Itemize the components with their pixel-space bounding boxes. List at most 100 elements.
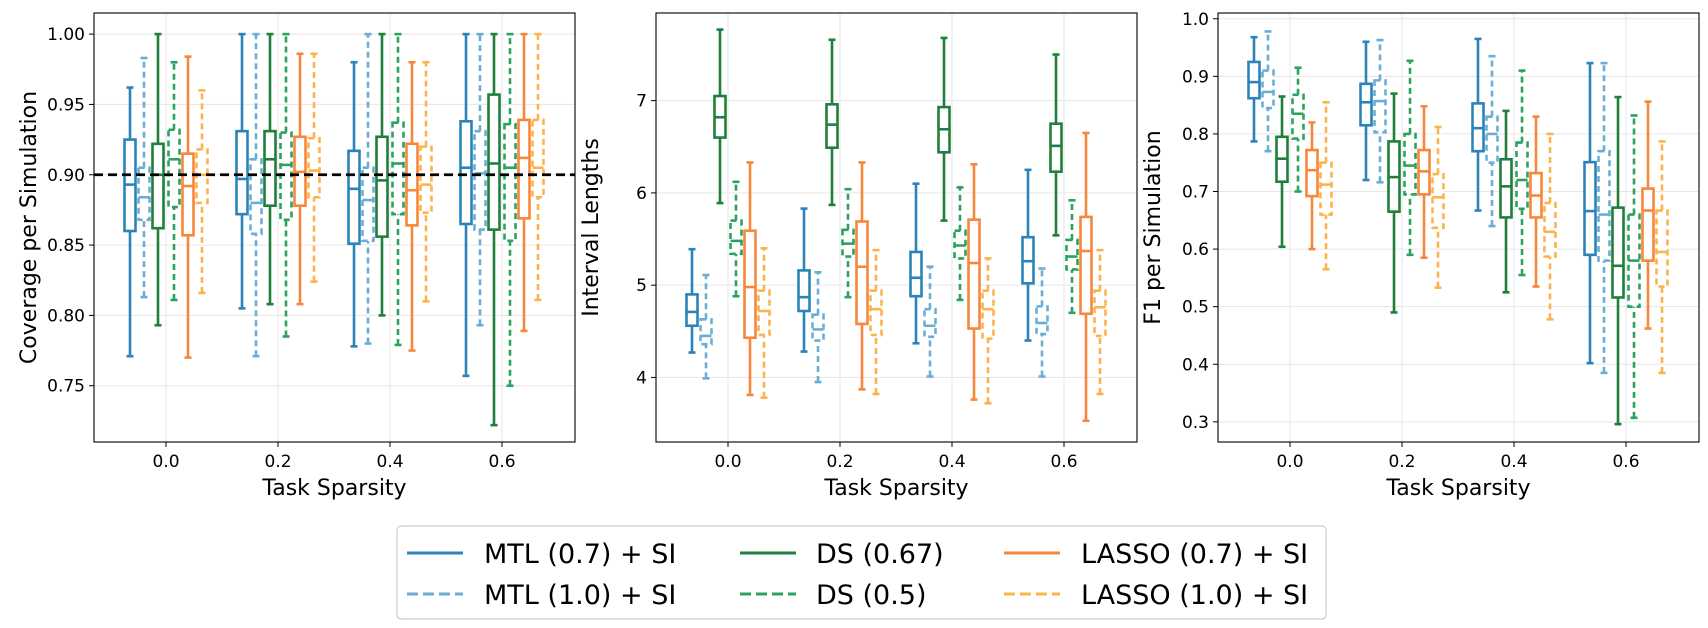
iqr-box <box>855 220 869 326</box>
iqr-box <box>531 118 545 199</box>
iqr-box <box>405 142 419 227</box>
box-lasso10-0-0 <box>1319 100 1333 271</box>
box-lasso07-0-2 <box>1417 104 1431 260</box>
box-ds05-0-2 <box>279 32 293 338</box>
iqr-box <box>235 129 249 216</box>
iqr-box <box>517 118 531 220</box>
legend-label-ds05: DS (0.5) <box>816 580 927 611</box>
x-tick-label: 0.4 <box>938 452 965 472</box>
iqr-box <box>909 250 923 298</box>
x-tick-label: 0.6 <box>1050 452 1077 472</box>
box-ds067-0-6 <box>487 32 501 427</box>
legend-label-mtl10: MTL (1.0) + SI <box>484 580 676 611</box>
iqr-box <box>1305 148 1319 198</box>
iqr-box <box>825 103 839 149</box>
box-mtl07-0-0 <box>123 86 137 358</box>
iqr-box <box>137 166 151 222</box>
box-lasso07-0-0 <box>1305 121 1319 251</box>
box-lasso07-0-4 <box>967 163 981 401</box>
box-ds067-0-4 <box>1499 109 1513 294</box>
box-lasso10-0-4 <box>1543 132 1557 321</box>
y-tick-label: 0.90 <box>47 166 85 186</box>
x-tick-label: 0.2 <box>264 452 291 472</box>
box-lasso07-0-2 <box>293 52 307 306</box>
box-mtl07-0-4 <box>909 182 923 345</box>
iqr-box <box>361 166 375 243</box>
iqr-box <box>699 317 713 346</box>
box-mtl07-0-2 <box>797 207 811 353</box>
box-ds067-0-0 <box>151 32 165 327</box>
iqr-box <box>1247 60 1261 100</box>
y-tick-label: 0.75 <box>47 377 85 397</box>
iqr-box <box>1079 215 1093 316</box>
box-lasso10-0-2 <box>1431 125 1445 289</box>
iqr-box <box>811 313 825 342</box>
iqr-box <box>1485 115 1499 165</box>
iqr-box <box>1597 149 1611 262</box>
box-mtl10-0-6 <box>473 32 487 327</box>
y-axis-label: Interval Lengths <box>579 138 604 317</box>
box-mtl10-0-2 <box>249 32 263 358</box>
legend: MTL (0.7) + SI MTL (1.0) + SI DS (0.67) … <box>396 525 1327 620</box>
f1-panel: 0.3 0.4 0.5 0.6 0.7 0.8 0.9 1.0 0.0 0.2 0.4 0.6 Task… <box>1141 10 1700 501</box>
box-mtl07-0-6 <box>459 32 473 378</box>
y-tick-label: 0.85 <box>47 236 85 256</box>
box-ds05-0-4 <box>391 32 405 347</box>
box-lasso07-0-0 <box>181 55 195 359</box>
iqr-box <box>419 145 433 215</box>
iqr-box <box>923 307 937 339</box>
y-tick-label: 0.95 <box>47 95 85 115</box>
box-mtl10-0-4 <box>1485 54 1499 228</box>
box-mtl10-0-2 <box>1373 38 1387 184</box>
box-mtl10-0-2 <box>811 270 825 384</box>
legend-frame <box>396 525 1327 620</box>
iqr-box <box>347 149 361 245</box>
y-axis-label: F1 per Simulation <box>1141 130 1166 324</box>
iqr-box <box>685 293 699 328</box>
iqr-box <box>1583 160 1597 257</box>
interval-lengths-panel: 4 5 6 7 0.0 0.2 0.4 0.6 Task Sparsity Interval Le… <box>579 12 1138 501</box>
x-tick-label: 0.4 <box>1500 452 1527 472</box>
y-tick-label: 7 <box>636 92 647 112</box>
iqr-box <box>1093 289 1107 338</box>
iqr-box <box>1515 141 1529 211</box>
x-tick-label: 0.6 <box>488 452 515 472</box>
box-lasso07-0-0 <box>743 161 757 397</box>
box-mtl10-0-4 <box>923 265 937 378</box>
box-ds05-0-0 <box>1291 66 1305 193</box>
iqr-box <box>391 121 405 216</box>
y-tick-label: 0.7 <box>1182 183 1209 203</box>
iqr-box <box>503 122 517 243</box>
box-ds067-0-4 <box>375 32 389 317</box>
iqr-box <box>1499 157 1513 219</box>
legend-label-lasso10: LASSO (1.0) + SI <box>1081 580 1308 611</box>
iqr-box <box>981 289 995 340</box>
x-tick-label: 0.2 <box>826 452 853 472</box>
box-mtl07-0-2 <box>1359 40 1373 182</box>
box-ds067-0-0 <box>1275 95 1289 249</box>
box-ds05-0-0 <box>729 180 743 298</box>
box-lasso10-0-4 <box>981 257 995 405</box>
box-ds05-0-4 <box>1515 69 1529 277</box>
iqr-box <box>459 120 473 226</box>
box-lasso10-0-6 <box>1655 140 1669 375</box>
iqr-box <box>473 129 487 231</box>
iqr-box <box>263 129 277 207</box>
legend-label-lasso07: LASSO (0.7) + SI <box>1081 539 1308 570</box>
iqr-box <box>1261 69 1275 110</box>
box-ds05-0-4 <box>953 186 967 302</box>
y-tick-label: 1.00 <box>47 25 85 45</box>
box-mtl07-0-4 <box>1471 37 1485 212</box>
box-mtl07-0-4 <box>347 60 361 348</box>
y-tick-label: 4 <box>636 368 647 388</box>
y-tick-label: 1.0 <box>1182 10 1209 30</box>
iqr-box <box>375 135 389 238</box>
box-ds05-0-6 <box>1065 198 1079 315</box>
iqr-box <box>743 229 757 340</box>
iqr-box <box>249 157 263 236</box>
box-mtl10-0-0 <box>137 56 151 299</box>
box-lasso10-0-0 <box>195 89 209 295</box>
iqr-box <box>1035 305 1049 336</box>
x-axis-label: Task Sparsity <box>261 476 406 501</box>
